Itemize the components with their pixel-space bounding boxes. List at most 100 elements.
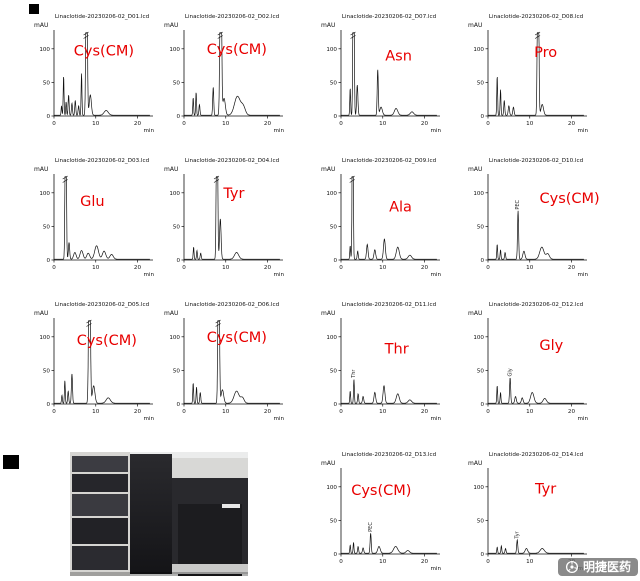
x-axis-label: min [430, 128, 441, 134]
photo-brand-label [222, 504, 240, 508]
amino-acid-annotation: Cys(CM) [539, 191, 599, 207]
x-tick-label: 20 [568, 265, 576, 271]
x-axis-label: min [430, 566, 441, 572]
panel-title: Linaclotide-20230206-02_D03.lcd [55, 158, 150, 164]
chromatogram-panel-D12: Linaclotide-20230206-02_D12.lcd mAU 0 50 100… [462, 296, 592, 428]
y-tick-label: 100 [473, 191, 484, 197]
y-tick-label: 0 [46, 258, 50, 264]
offscale-mark [350, 31, 356, 39]
watermark-badge: 明捷医药 [557, 558, 638, 576]
amino-acid-annotation: Cys(CM) [351, 483, 411, 499]
amino-acid-annotation: Tyr [534, 482, 556, 498]
x-tick-label: 10 [379, 265, 387, 271]
y-tick-label: 100 [169, 47, 180, 53]
x-tick-label: 20 [421, 559, 429, 565]
y-tick-label: 0 [333, 402, 337, 408]
photo-module [72, 546, 128, 570]
x-tick-label: 10 [92, 409, 100, 415]
photo-tower-unit [130, 454, 172, 574]
amino-acid-annotation: Cys(CM) [207, 330, 267, 346]
y-tick-label: 50 [173, 80, 181, 86]
y-tick-label: 0 [480, 402, 484, 408]
amino-acid-annotation: Thr [384, 342, 409, 358]
y-tick-label: 100 [326, 335, 337, 341]
trace [488, 377, 584, 404]
x-tick-label: 20 [568, 121, 576, 127]
offscale-mark [62, 175, 68, 183]
panel-title: Linaclotide-20230206-02_D14.lcd [489, 452, 584, 458]
offscale-mark [349, 175, 355, 183]
artifact-square-left [3, 455, 19, 469]
y-tick-label: 0 [333, 258, 337, 264]
amino-acid-annotation: Pro [534, 45, 557, 61]
panel-title: Linaclotide-20230206-02_D04.lcd [185, 158, 280, 164]
y-axis-label: mAU [321, 22, 335, 29]
offscale-mark [213, 175, 220, 183]
x-tick-label: 20 [264, 265, 272, 271]
y-tick-label: 50 [477, 80, 485, 86]
trace [341, 176, 437, 260]
y-tick-label: 0 [480, 114, 484, 120]
watermark-text: 明捷医药 [582, 560, 631, 574]
y-tick-label: 0 [176, 258, 180, 264]
y-axis-label: mAU [321, 310, 335, 317]
axes [487, 318, 587, 405]
y-tick-label: 50 [173, 368, 181, 374]
x-tick-label: 10 [379, 121, 387, 127]
x-axis-label: min [143, 272, 154, 278]
x-tick-label: 10 [526, 121, 534, 127]
hplc-instrument-photo [70, 452, 248, 576]
x-tick-label: 20 [264, 409, 272, 415]
x-tick-label: 0 [182, 121, 186, 127]
trace [488, 210, 584, 260]
y-tick-label: 0 [46, 114, 50, 120]
chromatogram-panel-D09: Linaclotide-20230206-02_D09.lcd mAU 0 50 100… [315, 152, 445, 284]
x-tick-label: 20 [134, 265, 142, 271]
panel-title: Linaclotide-20230206-02_D12.lcd [489, 302, 584, 308]
chromatogram-D02: Linaclotide-20230206-02_D02.lcdmAU050100… [164, 14, 284, 134]
trace [488, 32, 584, 116]
x-tick-label: 20 [264, 121, 272, 127]
trace [184, 176, 280, 260]
x-axis-label: min [273, 128, 284, 134]
aperture-icon [565, 560, 579, 574]
x-tick-label: 0 [486, 121, 490, 127]
x-tick-label: 0 [52, 121, 56, 127]
photo-module [72, 518, 128, 544]
trace [341, 533, 437, 554]
y-tick-label: 50 [43, 80, 51, 86]
y-tick-label: 50 [477, 224, 485, 230]
y-axis-label: mAU [34, 310, 48, 317]
x-tick-label: 20 [134, 121, 142, 127]
x-tick-label: 10 [526, 559, 534, 565]
amino-acid-annotation: Tyr [222, 186, 244, 202]
chromatogram-panel-D08: Linaclotide-20230206-02_D08.lcd mAU 0 50 100… [462, 8, 592, 140]
peak-id-label: PEC [515, 199, 521, 209]
x-tick-label: 0 [52, 265, 56, 271]
chromatogram-D04: Linaclotide-20230206-02_D04.lcdmAU050100… [164, 158, 284, 278]
y-axis-label: mAU [164, 166, 178, 173]
x-tick-label: 0 [486, 559, 490, 565]
amino-acid-annotation: Asn [385, 49, 412, 65]
artifact-square-top [29, 4, 39, 14]
y-tick-label: 0 [176, 402, 180, 408]
axes [53, 174, 153, 261]
chromatogram-panel-D01: Linaclotide-20230206-02_D01.lcd mAU 0 50 100… [28, 8, 158, 140]
y-axis-label: mAU [468, 166, 482, 173]
x-axis-label: min [577, 128, 588, 134]
amino-acid-annotation: Ala [389, 199, 412, 215]
photo-module-stack [70, 452, 130, 576]
chromatogram-D01: Linaclotide-20230206-02_D01.lcdmAU050100… [34, 14, 154, 134]
photo-main-unit-body [172, 478, 248, 576]
trace [54, 32, 150, 116]
x-axis-label: min [143, 416, 154, 422]
y-tick-label: 100 [39, 335, 50, 341]
chromatogram-D12: Linaclotide-20230206-02_D12.lcdmAU050100… [468, 302, 588, 422]
y-tick-label: 50 [173, 224, 181, 230]
x-tick-label: 20 [421, 409, 429, 415]
y-tick-label: 100 [326, 485, 337, 491]
axes [340, 174, 440, 261]
y-tick-label: 50 [477, 368, 485, 374]
x-tick-label: 0 [339, 409, 343, 415]
